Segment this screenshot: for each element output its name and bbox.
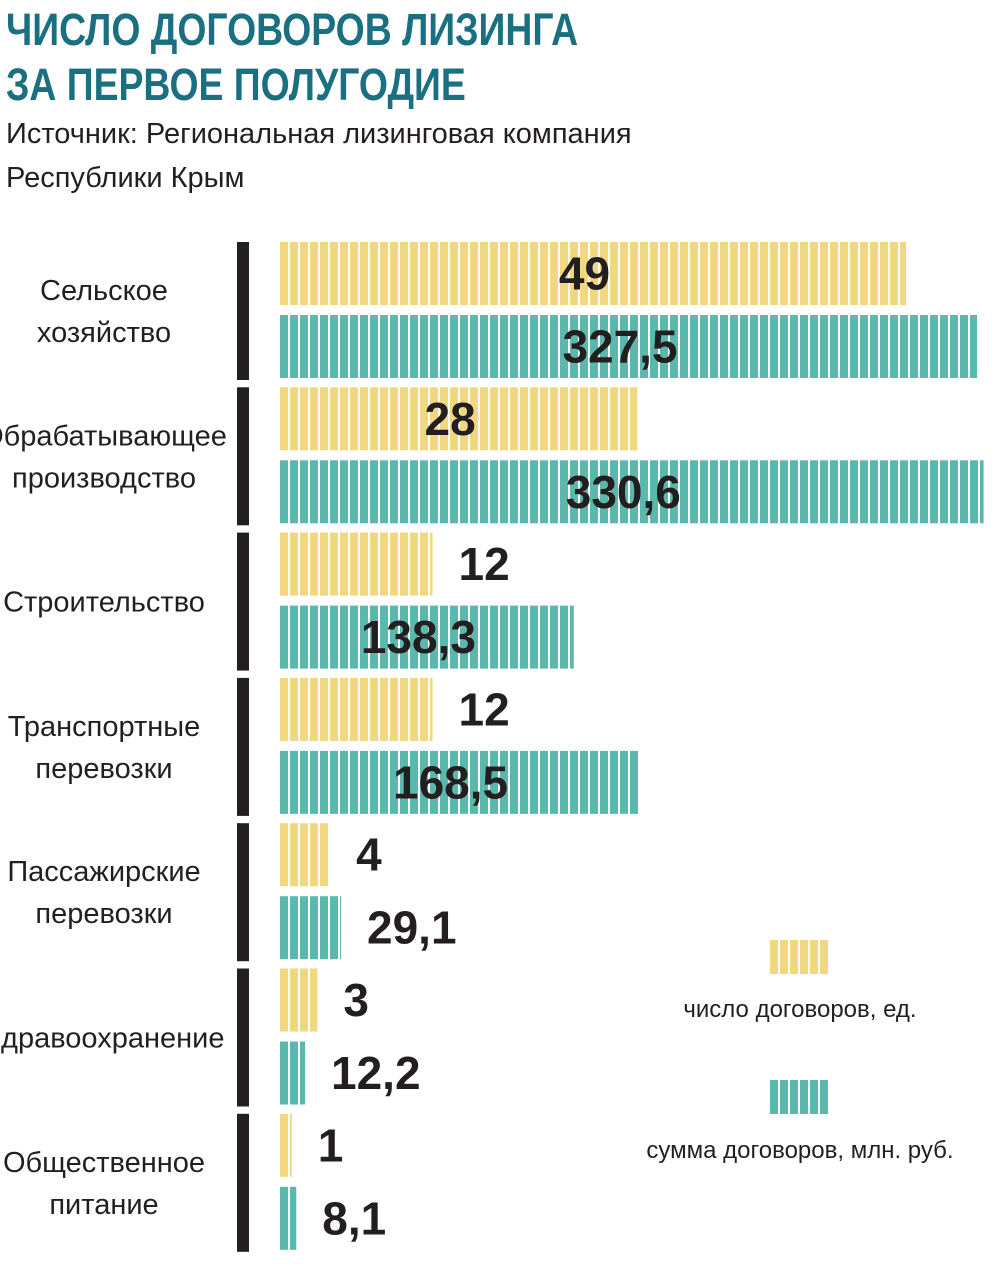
category-label-line: Здравоохранение: [0, 1023, 224, 1055]
value-label-count: 12: [459, 538, 510, 590]
value-label-sum: 168,5: [393, 756, 508, 808]
bar-count: [279, 968, 318, 1032]
category-label-line: Строительство: [3, 587, 205, 619]
category-label-line: Пассажирские: [7, 856, 200, 888]
source-line1: Источник: Региональная лизинговая компан…: [6, 118, 632, 150]
value-label-sum: 327,5: [562, 321, 677, 373]
bar-sum: [279, 1186, 297, 1250]
legend-swatch-count: [770, 940, 830, 974]
group-divider: [237, 387, 249, 526]
category-label: Сельское хозяйство: [37, 275, 171, 349]
chart-source: Источник: Региональная лизинговая компан…: [6, 112, 726, 200]
category-label-line: Общественное: [3, 1147, 205, 1179]
value-label-count: 28: [425, 393, 476, 445]
value-label-sum: 12,2: [331, 1047, 421, 1099]
group-divider: [237, 242, 249, 380]
category-label: Транспортные перевозки: [8, 711, 200, 785]
bar-sum: [279, 1041, 306, 1105]
category-label-line: питание: [49, 1189, 158, 1221]
group-divider: [237, 677, 249, 816]
bar-sum: [279, 750, 639, 814]
bar-count: [279, 677, 433, 741]
value-label-count: 12: [459, 683, 510, 735]
value-label-count: 49: [559, 248, 610, 300]
chart-title-line1: ЧИСЛО ДОГОВОРОВ ЛИЗИНГА: [6, 4, 579, 55]
chart-title: ЧИСЛО ДОГОВОРОВ ЛИЗИНГА ЗА ПЕРВОЕ ПОЛУГО…: [6, 2, 604, 112]
bar-count: [279, 823, 331, 887]
bar-sum: [279, 605, 574, 669]
category-label: Пассажирские перевозки: [7, 856, 200, 930]
bar-sum: [279, 315, 977, 378]
category-label: Строительство: [3, 587, 205, 619]
category-label: Здравоохранение: [0, 1023, 224, 1055]
bar-count: [279, 387, 638, 451]
category-label-line: Транспортные: [8, 711, 200, 743]
value-label-sum: 330,6: [566, 466, 681, 518]
value-label-count: 4: [356, 829, 382, 881]
category-label-line: хозяйство: [37, 317, 171, 349]
bar-sum: [279, 896, 342, 960]
category-label-line: перевозки: [35, 753, 172, 785]
category-label-line: Сельское: [40, 275, 168, 307]
bar-count: [279, 242, 906, 305]
category-label: Обрабатывающее производство: [0, 420, 227, 494]
value-label-count: 1: [318, 1119, 344, 1171]
source-line2: Республики Крым: [6, 162, 245, 194]
category-label-line: производство: [12, 462, 196, 494]
bar-sum: [279, 460, 984, 524]
chart-title-line2: ЗА ПЕРВОЕ ПОЛУГОДИЕ: [6, 59, 466, 110]
value-label-sum: 29,1: [367, 902, 457, 954]
value-label-count: 3: [343, 974, 369, 1026]
group-divider: [237, 532, 249, 671]
group-divider: [237, 823, 249, 962]
bar-count: [279, 1113, 292, 1177]
bar-count: [279, 532, 433, 596]
group-divider: [237, 968, 249, 1107]
group-divider: [237, 1113, 249, 1252]
category-label-line: перевозки: [35, 898, 172, 930]
value-label-sum: 8,1: [322, 1192, 386, 1244]
value-label-sum: 138,3: [361, 611, 476, 663]
legend-label-count: число договоров, ед.: [683, 996, 916, 1023]
legend-label-sum: сумма договоров, млн. руб.: [646, 1137, 953, 1164]
legend: число договоров, ед. сумма договоров, млн…: [646, 940, 954, 1164]
category-label-line: Обрабатывающее: [0, 420, 227, 452]
legend-swatch-sum: [770, 1080, 830, 1114]
category-label: Общественное питание: [3, 1147, 205, 1221]
